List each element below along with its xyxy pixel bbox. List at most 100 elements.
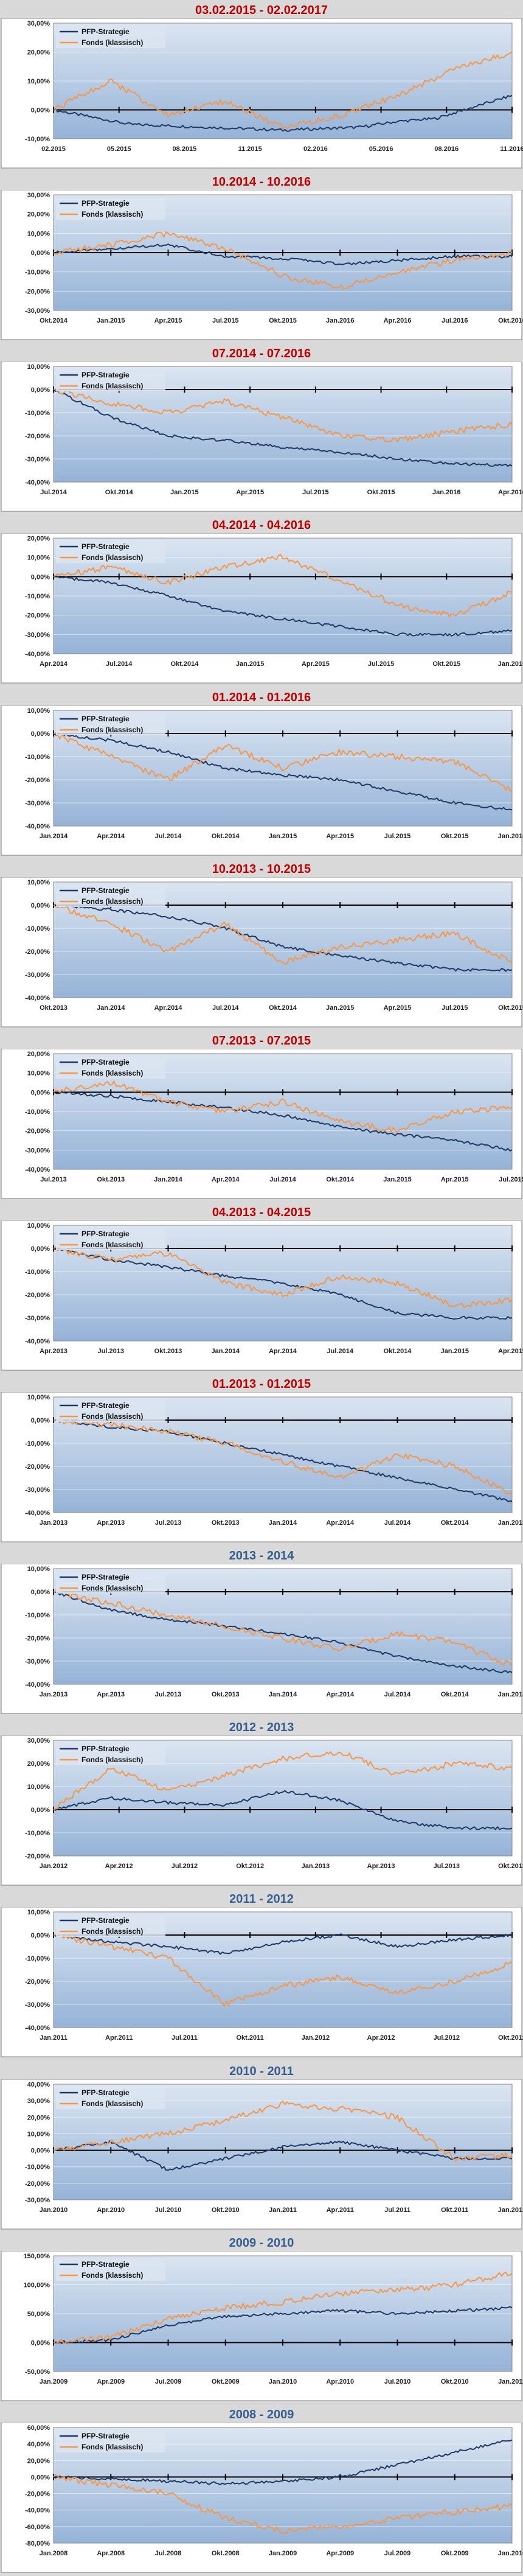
x-tick-label: Jan.2014 — [154, 1176, 182, 1183]
x-tick-label: Jan.2016 — [498, 833, 523, 840]
y-tick-label: -10,00% — [25, 1108, 50, 1116]
series-line-fonds — [53, 2474, 513, 2534]
y-tick-label: -30,00% — [25, 1486, 50, 1494]
x-tick-label: Jan.2008 — [40, 2550, 68, 2557]
y-tick-label: -40,00% — [25, 995, 50, 1002]
x-tick-label: Jan.2012 — [40, 1863, 68, 1870]
y-tick-label: -20,00% — [25, 433, 50, 440]
legend-box — [56, 197, 165, 220]
legend-box — [56, 883, 165, 907]
legend-box — [56, 1914, 165, 1937]
x-tick-label: Okt.2014 — [441, 1519, 469, 1527]
y-tick-label: -10,00% — [25, 2163, 50, 2171]
x-tick-label: Jan.2015 — [441, 1348, 469, 1355]
x-tick-label: Apr.2013 — [97, 1691, 125, 1698]
x-tick-label: Jan.2015 — [498, 1691, 523, 1698]
legend-box — [56, 540, 165, 564]
y-tick-label: 10,00% — [27, 555, 50, 562]
y-tick-label: 40,00% — [27, 2441, 50, 2448]
x-tick-label: Okt.2013 — [212, 1519, 240, 1527]
legend-label: Fonds (klassisch) — [81, 2271, 143, 2280]
x-tick-label: Okt.2013 — [212, 1691, 240, 1698]
x-tick-label: Okt.2014 — [269, 1004, 297, 1012]
line-chart: 10,00% 0,00% -10,00% -20,00% -30,00% -40,00% A… — [1, 1220, 523, 1371]
x-tick-label: Jan.2016 — [432, 489, 460, 496]
series-line-fonds — [53, 51, 513, 130]
chart-panel: 01.2013 - 01.2015 10,00% 0,00% -10,00% -20,0… — [0, 1376, 523, 1545]
x-tick-label: Okt.2013 — [498, 1863, 523, 1870]
x-tick-label: Okt.2016 — [498, 317, 523, 324]
line-chart: 30,00% 20,00% 10,00% 0,00% -10,00% -20,00% Jan… — [1, 1735, 523, 1886]
chart-panel: 2011 - 2012 10,00% 0,00% -10,00% -20,00% -30,… — [0, 1891, 523, 2060]
x-tick-label: Okt.2014 — [40, 317, 68, 324]
legend-label: Fonds (klassisch) — [81, 210, 143, 219]
x-tick-label: Jan.2009 — [40, 2378, 68, 2385]
x-tick-label: Jan.2013 — [40, 1691, 68, 1698]
chart-title: 03.02.2015 - 02.02.2017 — [195, 4, 328, 17]
y-tick-label: -10,00% — [25, 1955, 50, 1962]
x-tick-label: Apr.2013 — [40, 1348, 68, 1355]
x-tick-label: Jul.2008 — [155, 2550, 181, 2557]
x-tick-label: Jan.2015 — [170, 489, 198, 496]
x-tick-label: Jan.2011 — [498, 2378, 523, 2385]
y-tick-label: 20,00% — [27, 1760, 50, 1768]
x-tick-label: Jan.2011 — [40, 2034, 68, 2042]
y-tick-label: 0,00% — [31, 1807, 50, 1814]
legend: PFP-Strategie Fonds (klassisch) — [56, 197, 165, 220]
legend-label: PFP-Strategie — [81, 371, 130, 379]
y-tick-label: -10,00% — [25, 1612, 50, 1619]
legend-label: Fonds (klassisch) — [81, 38, 143, 47]
series-line-pfp — [53, 1091, 513, 1152]
legend-label: PFP-Strategie — [81, 886, 130, 895]
line-chart: 60,00% 40,00% 20,00% 0,00% -20,00% -40,00% -60… — [1, 2422, 523, 2573]
x-tick-label: Jan.2014 — [269, 1519, 297, 1527]
x-tick-label: Jul.2014 — [269, 1176, 296, 1183]
x-tick-label: Jul.2013 — [434, 1863, 460, 1870]
chart-title: 07.2013 - 07.2015 — [212, 1034, 311, 1048]
legend: PFP-Strategie Fonds (klassisch) — [56, 2085, 165, 2109]
chart-panel: 07.2013 - 07.2015 20,00% 10,00% 0,00% -10,00… — [0, 1033, 523, 1202]
x-tick-label: Okt.2014 — [441, 1691, 469, 1698]
x-tick-label: Apr.2010 — [97, 2207, 125, 2214]
y-tick-label: -10,00% — [25, 1440, 50, 1447]
y-tick-label: 0,00% — [31, 2147, 50, 2154]
series-line-fonds — [53, 1591, 513, 1667]
x-tick-label: Okt.2011 — [237, 2034, 264, 2042]
y-tick-label: 0,00% — [31, 1417, 50, 1424]
chart-panel: 04.2013 - 04.2015 10,00% 0,00% -10,00% -20,0… — [0, 1205, 523, 1374]
series-line-pfp — [53, 732, 513, 810]
x-tick-label: Jan.2016 — [498, 660, 523, 668]
series-line-pfp — [53, 1419, 512, 1502]
chart-title: 2008 - 2009 — [229, 2407, 294, 2421]
y-tick-label: -20,00% — [25, 1635, 50, 1642]
line-chart: 150,00% 100,00% 50,00% 0,00% -50,00% Jan.2009… — [1, 2250, 523, 2401]
chart-title: 2011 - 2012 — [229, 1892, 294, 1906]
x-tick-label: Okt.2012 — [236, 1863, 264, 1870]
series-line-pfp — [53, 1790, 513, 1830]
x-tick-label: Jul.2011 — [384, 2207, 410, 2214]
x-tick-label: Jan.2015 — [383, 1176, 411, 1183]
y-tick-label: 10,00% — [27, 1222, 50, 1230]
chart-title: 07.2014 - 07.2016 — [212, 347, 311, 361]
legend-box — [56, 1399, 165, 1423]
x-tick-label: Jul.2011 — [171, 2034, 198, 2042]
legend-label: PFP-Strategie — [81, 1745, 130, 1753]
x-tick-label: Okt.2015 — [498, 1004, 523, 1012]
x-tick-label: Okt.2009 — [212, 2378, 240, 2385]
chart-panel: 2013 - 2014 10,00% 0,00% -10,00% -20,00% -30,… — [0, 1548, 523, 1717]
legend-label: Fonds (klassisch) — [81, 726, 143, 734]
x-tick-label: Jan.2012 — [302, 2034, 330, 2042]
x-tick-label: Jul.2016 — [442, 317, 468, 324]
x-tick-label: Jan.2010 — [498, 2550, 523, 2557]
x-tick-label: Apr.2013 — [367, 1863, 395, 1870]
series-line-fonds — [53, 1080, 513, 1133]
x-tick-label: Okt.2010 — [212, 2207, 240, 2214]
y-tick-label: 10,00% — [27, 2130, 50, 2138]
line-chart: 10,00% 0,00% -10,00% -20,00% -30,00% -40,00% J… — [1, 1392, 523, 1542]
legend: PFP-Strategie Fonds (klassisch) — [56, 1570, 165, 1594]
x-tick-label: Jul.2014 — [212, 1004, 239, 1012]
chart-panel: 10.2013 - 10.2015 10,00% 0,00% -10,00% -20,0… — [0, 861, 523, 1031]
line-chart: 30,00% 20,00% 10,00% 0,00% -10,00% 02.2015 05.… — [1, 18, 523, 169]
y-tick-label: -40,00% — [25, 2025, 50, 2032]
